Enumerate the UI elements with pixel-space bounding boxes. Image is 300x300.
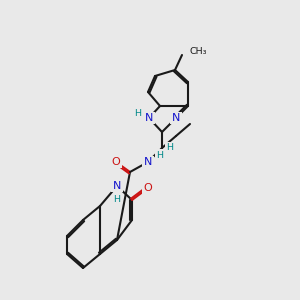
Text: H: H	[157, 151, 164, 160]
Text: H: H	[167, 143, 173, 152]
Text: N: N	[145, 113, 153, 123]
Text: CH₃: CH₃	[190, 47, 208, 56]
Text: N: N	[172, 113, 180, 123]
Text: O: O	[112, 157, 120, 167]
Text: N: N	[113, 181, 121, 191]
Text: O: O	[144, 183, 152, 193]
Text: N: N	[144, 157, 152, 167]
Text: H: H	[113, 196, 121, 205]
Text: H: H	[134, 110, 142, 118]
